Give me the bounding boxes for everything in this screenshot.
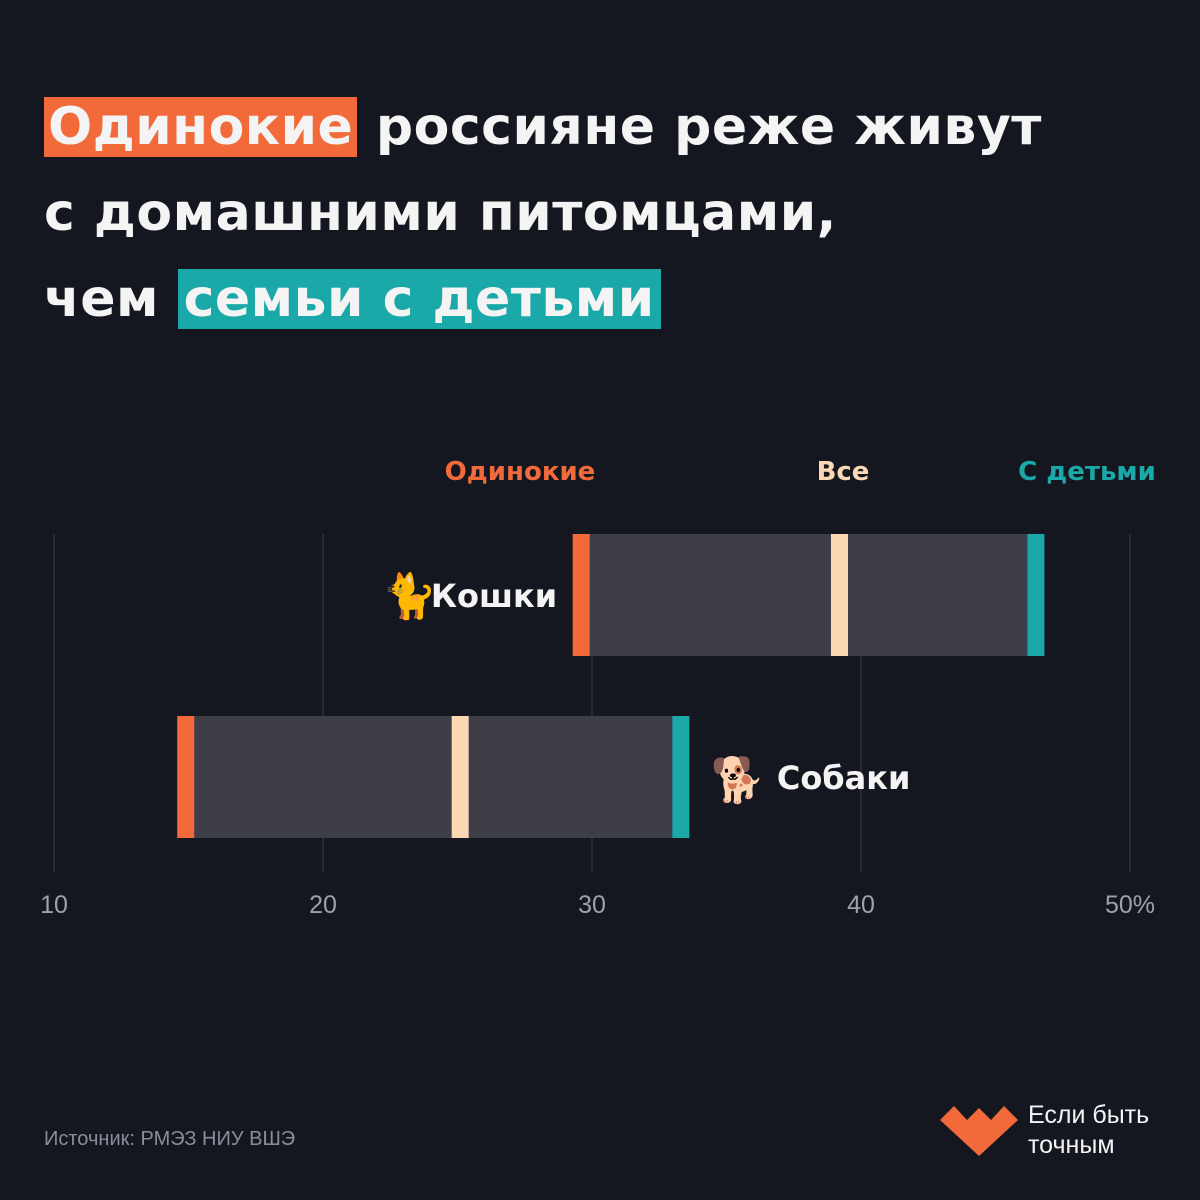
cat-icon: 🐈 (382, 571, 437, 622)
brand-line-1: Если быть (1028, 1101, 1150, 1129)
marker-all-1 (830, 534, 848, 656)
x-tick-label-50: 50% (1105, 891, 1155, 919)
range-bar-1 (573, 534, 1044, 656)
title-line-1: Одинокие россияне реже живут (44, 84, 1164, 170)
x-tick-label-40: 40 (847, 891, 875, 919)
category-label-2: Собаки (777, 759, 911, 797)
brand[interactable]: Если быть точным (940, 1100, 1149, 1160)
marker-children-2 (672, 716, 690, 838)
x-tick-label-30: 30 (578, 891, 606, 919)
title-line-3: чем семьи с детьми (44, 256, 1164, 342)
legend-item-1: Одинокие (445, 457, 596, 487)
marker-single-1 (572, 534, 590, 656)
title-line-2: с домашними питомцами, (44, 183, 837, 243)
legend-item-2: Все (817, 457, 870, 487)
title-line-3-prefix: чем (44, 269, 178, 329)
title-highlight-single: Одинокие (44, 97, 358, 157)
marker-all-2 (451, 716, 469, 838)
x-tick-label-10: 10 (40, 891, 68, 919)
range-bar-2 (177, 716, 689, 838)
title-highlight-children: семьи с детьми (177, 269, 661, 329)
chart-title: Одинокие россияне реже живут с домашними… (44, 84, 1164, 342)
marker-single-2 (177, 716, 195, 838)
legend-item-3: С детьми (1018, 457, 1156, 487)
dumbbell-chart: 10 20 30 40 50% Одинокие Все С детьми Кошки🐈 🐕 Соб… (40, 457, 1156, 919)
title-line-1-text: россияне реже живут (357, 97, 1042, 157)
dog-icon: 🐕 (711, 755, 766, 806)
marker-children-1 (1027, 534, 1045, 656)
category-label-1: Кошки (431, 577, 557, 615)
source-note: Источник: РМЭЗ НИУ ВШЭ (44, 1128, 296, 1150)
brand-name: Если быть точным (1028, 1100, 1149, 1160)
brand-line-2: точным (1028, 1131, 1115, 1159)
x-tick-label-20: 20 (309, 891, 337, 919)
brand-logo-icon (940, 1106, 1018, 1156)
